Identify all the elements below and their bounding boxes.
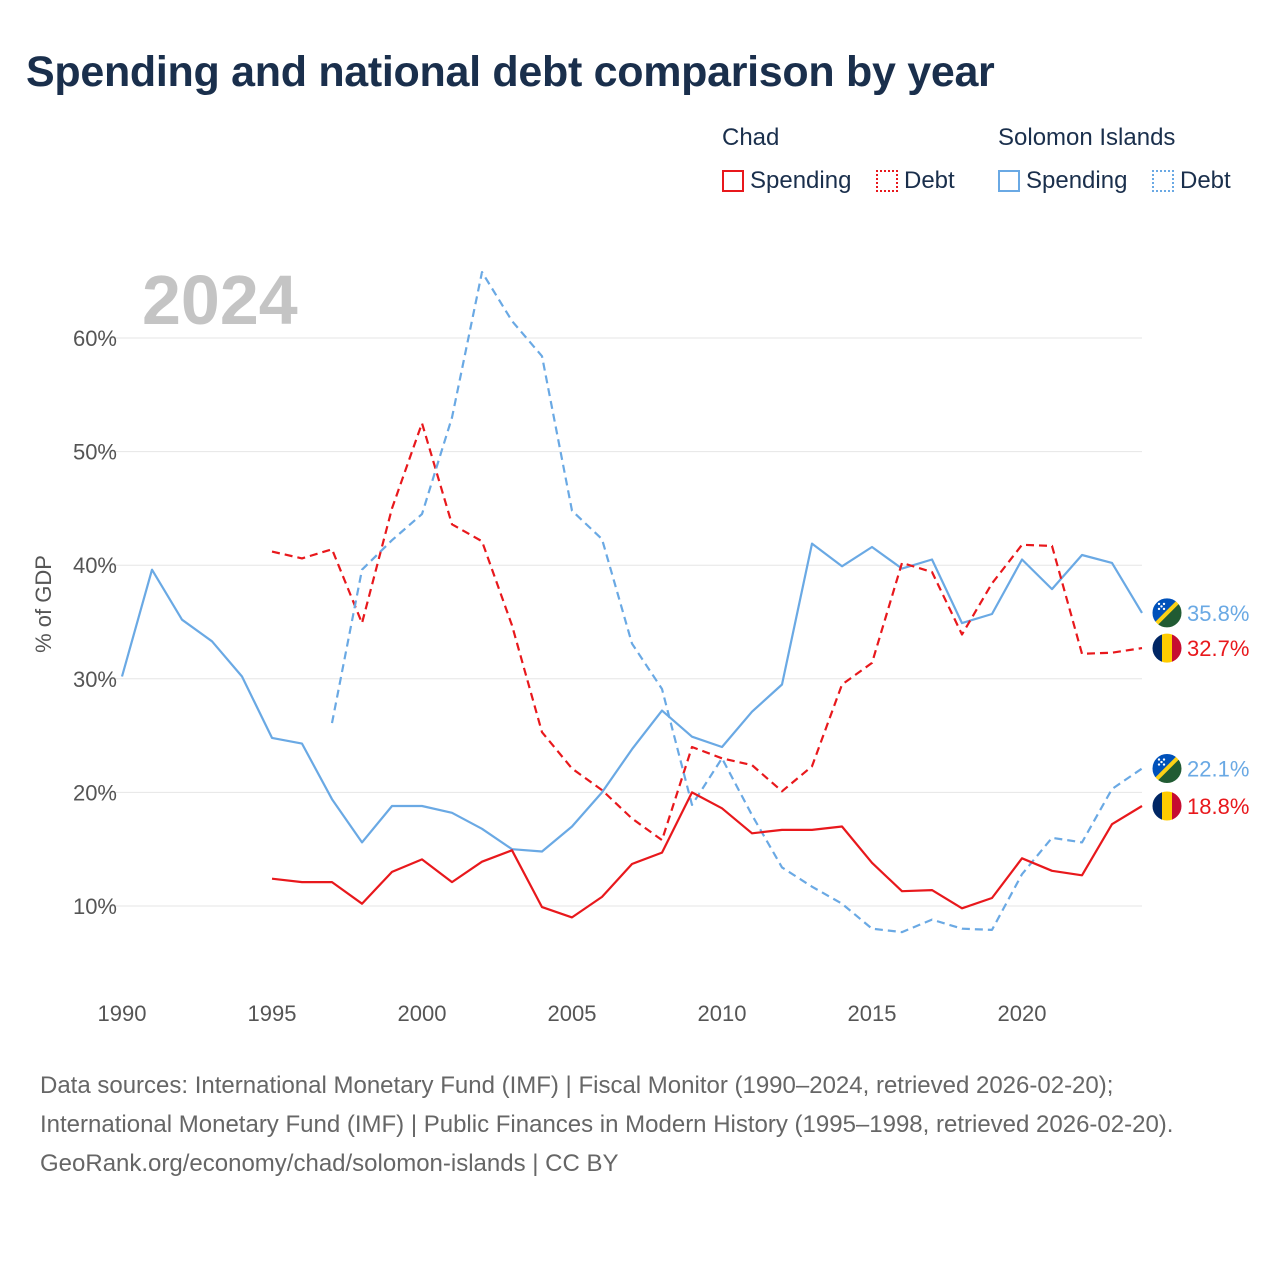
- legend-solomon-spending-label: Spending: [1026, 167, 1128, 194]
- line-chart: 10% 20% 30% 40% 50% 60% 1990 1995 2000 2005 2010 2…: [31, 261, 1249, 1026]
- data-sources: Data sources: International Monetary Fun…: [40, 1066, 1240, 1183]
- y-tick-label: 60%: [73, 326, 117, 351]
- x-tick-label: 2005: [548, 1001, 597, 1026]
- y-tick-label: 20%: [73, 780, 117, 805]
- x-axis-ticks: 1990 1995 2000 2005 2010 2015 2020: [98, 1001, 1047, 1026]
- series-line-chad-debt[interactable]: [271, 422, 1143, 842]
- x-tick-label: 1995: [248, 1001, 297, 1026]
- gridlines: [100, 337, 1142, 907]
- chad-flag-icon: [1151, 632, 1183, 664]
- source-text: Data sources: International Monetary Fun…: [40, 1072, 1174, 1138]
- series-line-solomon-islands-debt[interactable]: [330, 271, 1143, 934]
- legend-group-solomon-title: Solomon Islands: [998, 124, 1176, 151]
- end-labels: 35.8% 32.7% 22.1% 18.8%: [1151, 597, 1249, 822]
- y-tick-label: 50%: [73, 440, 117, 465]
- y-axis-ticks: 10% 20% 30% 40% 50% 60%: [73, 326, 117, 919]
- x-tick-label: 2000: [398, 1001, 447, 1026]
- series-line-solomon-islands-spending[interactable]: [120, 542, 1143, 853]
- solomon-flag-icon: [1151, 597, 1183, 629]
- legend-solomon-debt-swatch: [1152, 170, 1174, 192]
- chad-flag-icon: [1151, 790, 1183, 822]
- legend-solomon-debt[interactable]: Debt: [1152, 166, 1231, 196]
- end-value-label: 22.1%: [1187, 757, 1249, 782]
- chart-title: Spending and national debt comparison by…: [26, 48, 995, 96]
- legend-chad-debt-label: Debt: [904, 167, 955, 194]
- source-attribution[interactable]: GeoRank.org/economy/chad/solomon-islands…: [40, 1150, 619, 1177]
- series-lines: [120, 271, 1143, 934]
- solomon-flag-icon: [1151, 753, 1183, 785]
- legend-group-chad-title: Chad: [722, 124, 780, 151]
- end-value-label: 18.8%: [1187, 794, 1249, 819]
- legend-chad-spending[interactable]: Spending: [722, 166, 851, 196]
- x-tick-label: 1990: [98, 1001, 147, 1026]
- end-value-label: 35.8%: [1187, 601, 1249, 626]
- legend-solomon-spending[interactable]: Spending: [998, 166, 1127, 196]
- end-value-label: 32.7%: [1187, 636, 1249, 661]
- legend-chad-spending-swatch: [722, 170, 744, 192]
- legend-chad-spending-label: Spending: [750, 167, 852, 194]
- y-axis-label: % of GDP: [31, 555, 56, 653]
- y-tick-label: 40%: [73, 553, 117, 578]
- series-line-chad-spending[interactable]: [271, 791, 1143, 919]
- x-tick-label: 2020: [998, 1001, 1047, 1026]
- legend-solomon-spending-swatch: [998, 170, 1020, 192]
- legend-solomon-debt-label: Debt: [1180, 167, 1231, 194]
- legend-chad-debt-swatch: [876, 170, 898, 192]
- x-tick-label: 2015: [848, 1001, 897, 1026]
- x-tick-label: 2010: [698, 1001, 747, 1026]
- y-tick-label: 30%: [73, 667, 117, 692]
- y-tick-label: 10%: [73, 894, 117, 919]
- legend-chad-debt[interactable]: Debt: [876, 166, 955, 196]
- year-watermark: 2024: [142, 261, 298, 339]
